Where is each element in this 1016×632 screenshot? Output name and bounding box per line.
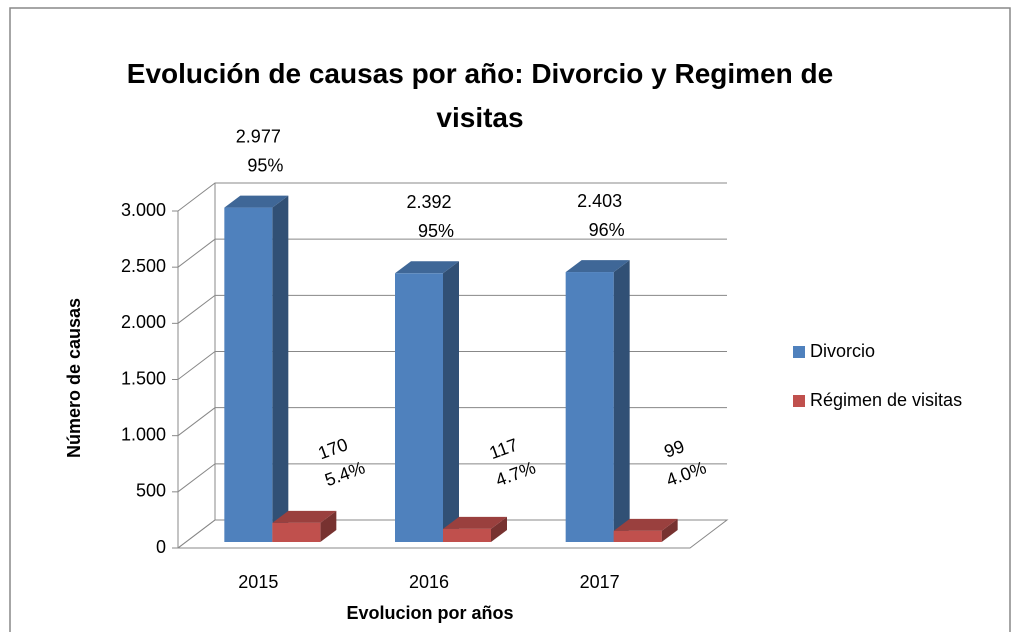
data-label: 95% — [247, 155, 283, 175]
y-tick-label: 2.500 — [121, 256, 166, 276]
x-tick-label: 2017 — [580, 572, 620, 592]
y-tick-label: 1.000 — [121, 424, 166, 444]
y-tick-label: 500 — [136, 481, 166, 501]
grid-line — [177, 351, 727, 380]
y-tick-label: 2.000 — [121, 312, 166, 332]
grid-line — [177, 463, 727, 493]
bar-side — [613, 260, 630, 542]
data-label: 2.392 — [406, 192, 451, 212]
bar-top — [613, 518, 678, 531]
legend-swatch — [793, 395, 805, 407]
data-label: 2.977 — [236, 126, 281, 146]
grid-line — [177, 294, 727, 324]
grid-line — [177, 407, 727, 437]
bar-side — [661, 518, 678, 542]
x-tick-label: 2016 — [409, 572, 449, 592]
bar — [613, 530, 662, 542]
bar-top — [395, 261, 459, 274]
bar-top — [224, 195, 289, 208]
y-tick-label: 3.000 — [121, 200, 166, 220]
grid-line — [177, 519, 727, 549]
bar-top — [272, 510, 337, 523]
bar-top — [565, 260, 630, 273]
bar-side — [443, 261, 459, 542]
y-axis-title: Número de causas — [64, 298, 84, 458]
bar — [395, 273, 443, 542]
legend-label: Divorcio — [810, 341, 875, 361]
grid-line — [177, 238, 727, 268]
chart-title: Evolución de causas por año: Divorcio y … — [126, 58, 834, 133]
legend-label: Régimen de visitas — [810, 390, 962, 410]
bar-side — [320, 510, 337, 542]
x-tick-label: 2015 — [238, 572, 278, 592]
legend-swatch — [793, 346, 805, 358]
data-label: 96% — [589, 220, 625, 240]
data-label: 95% — [418, 221, 454, 241]
bar — [224, 207, 273, 542]
x-axis-title: Evolucion por años — [346, 603, 513, 623]
y-tick-label: 1.500 — [121, 368, 166, 388]
bar — [565, 272, 614, 542]
data-label: 2.403 — [577, 191, 622, 211]
grid-line — [177, 182, 727, 212]
y-tick-label: 0 — [156, 537, 166, 557]
bar-side — [491, 516, 507, 542]
bar — [443, 528, 491, 542]
bar-top — [443, 516, 507, 529]
bar-side — [272, 195, 289, 542]
bar — [272, 522, 321, 542]
